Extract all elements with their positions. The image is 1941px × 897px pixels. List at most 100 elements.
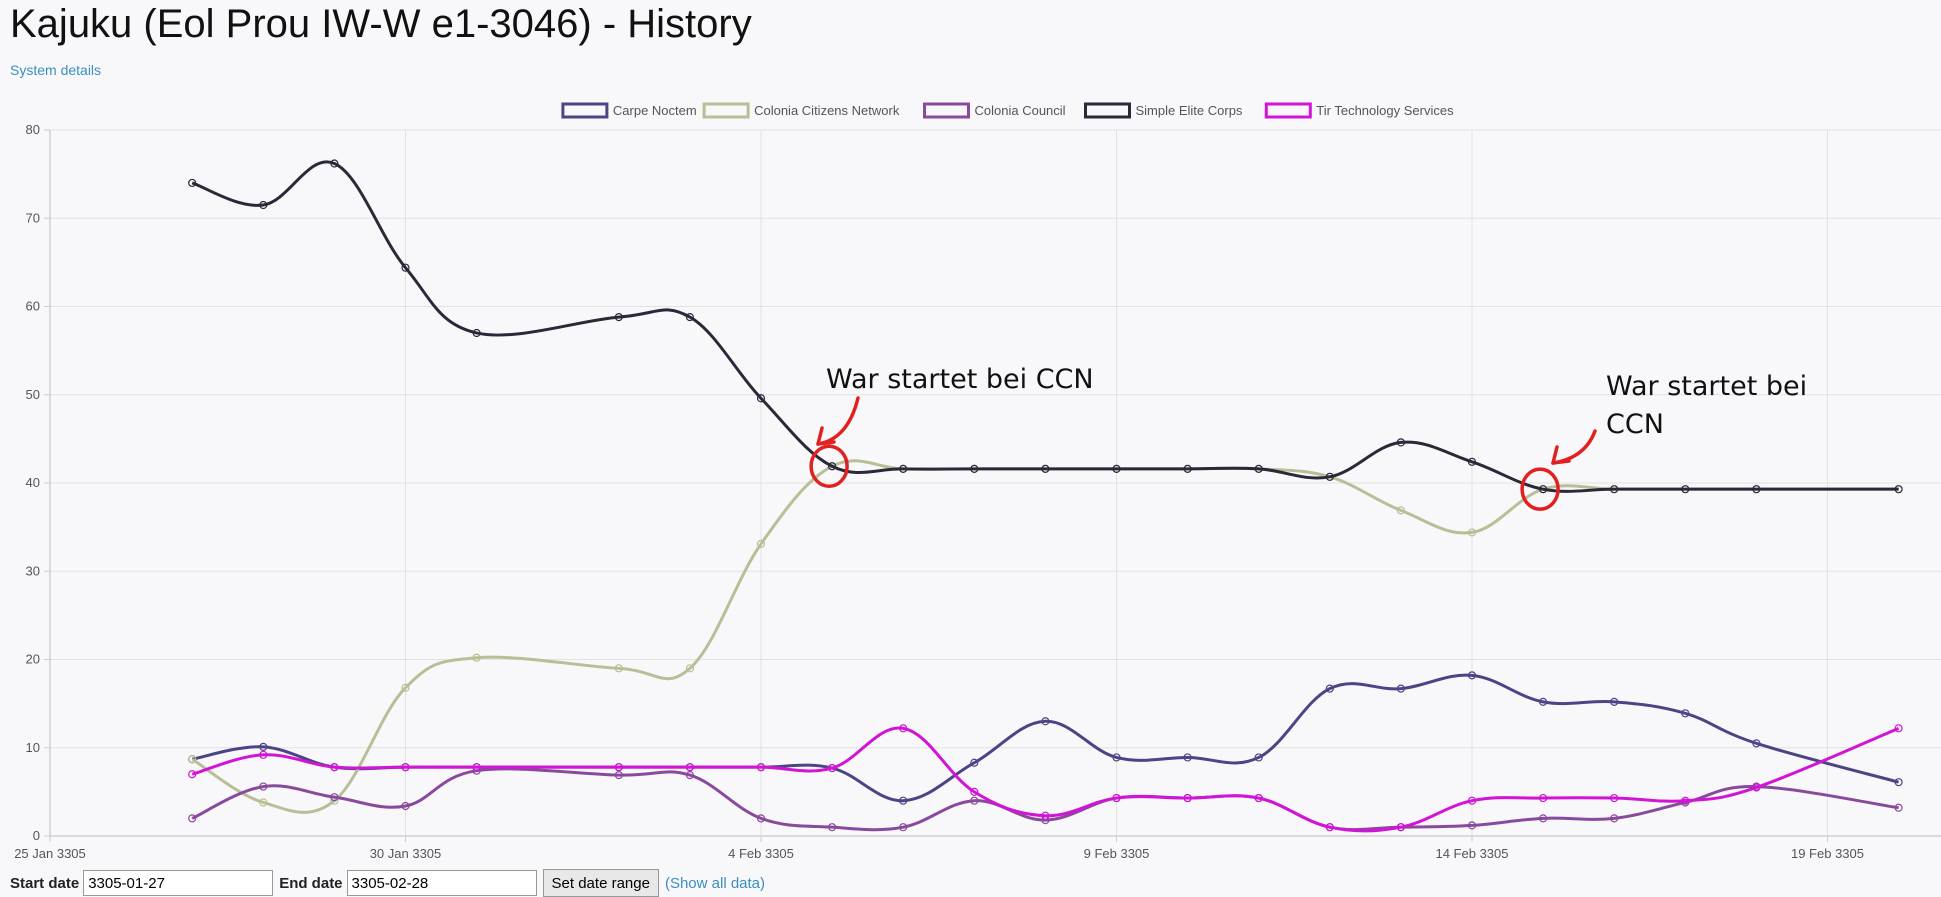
x-tick-label: 19 Feb 3305 xyxy=(1791,846,1864,861)
show-all-data-link[interactable]: (Show all data) xyxy=(664,874,766,892)
legend-label: Simple Elite Corps xyxy=(1136,103,1243,118)
y-tick-label: 50 xyxy=(26,387,40,402)
data-point xyxy=(899,724,908,733)
data-point xyxy=(1610,814,1619,823)
data-point xyxy=(401,263,410,272)
data-point xyxy=(1325,684,1334,693)
end-date-input[interactable] xyxy=(346,870,537,896)
legend-item[interactable]: Tir Technology Services xyxy=(1264,102,1454,119)
data-point xyxy=(1538,814,1548,823)
data-point xyxy=(614,763,623,772)
data-point xyxy=(899,823,908,832)
series-line xyxy=(191,459,1899,814)
data-point xyxy=(259,200,268,210)
legend-item[interactable]: Carpe Noctem xyxy=(561,102,697,119)
x-tick-label: 14 Feb 3305 xyxy=(1435,846,1508,861)
legend-label: Colonia Citizens Network xyxy=(754,103,900,118)
y-tick-label: 10 xyxy=(26,740,40,755)
chart-grid xyxy=(49,129,1941,837)
data-point xyxy=(970,758,979,767)
end-date-label: End date xyxy=(279,874,343,892)
data-point xyxy=(1894,724,1903,733)
data-point xyxy=(1538,697,1548,706)
data-point xyxy=(1396,823,1406,832)
data-point xyxy=(970,787,979,796)
data-point xyxy=(259,798,268,807)
data-point xyxy=(970,464,979,473)
data-point xyxy=(970,796,979,805)
data-point xyxy=(1752,739,1761,748)
data-point xyxy=(1254,753,1263,762)
data-point xyxy=(1681,796,1690,805)
annotation-arrow xyxy=(816,396,860,446)
series-line xyxy=(191,160,1899,493)
data-point xyxy=(756,763,766,772)
annotation-arrowhead xyxy=(816,426,836,446)
data-point xyxy=(1752,485,1761,494)
legend-item[interactable]: Colonia Council xyxy=(923,102,1066,119)
data-point xyxy=(685,312,695,322)
data-point xyxy=(1894,778,1903,787)
chart-axes: 0 10 20 30 40 50 60 70 80 25 Jan 3305 30 Jan 3305 4… xyxy=(14,122,1864,861)
legend-swatch xyxy=(702,102,750,119)
legend-label: Colonia Council xyxy=(975,103,1066,118)
data-point xyxy=(1041,811,1050,820)
annotation: War startet bei CCN xyxy=(809,364,1094,488)
data-point xyxy=(330,159,339,168)
legend-label: Carpe Noctem xyxy=(613,103,697,118)
legend-item[interactable]: Simple Elite Corps xyxy=(1084,102,1243,119)
legend-item[interactable]: Colonia Citizens Network xyxy=(702,102,900,119)
data-point xyxy=(685,763,695,772)
data-point xyxy=(614,771,623,780)
annotation-circle xyxy=(809,444,849,488)
y-tick-label: 60 xyxy=(26,299,40,314)
data-point xyxy=(188,755,197,764)
annotation-text: War startet bei CCN xyxy=(1606,371,1807,440)
data-point xyxy=(1112,464,1121,473)
data-point xyxy=(1183,753,1192,762)
legend-swatch xyxy=(923,102,970,119)
data-point xyxy=(827,763,837,773)
data-point xyxy=(899,464,908,473)
chart-legend[interactable]: Carpe Noctem Colonia Citizens Network Colo… xyxy=(561,102,1454,119)
data-point xyxy=(1112,753,1121,762)
set-date-range-button[interactable]: Set date range xyxy=(542,869,659,897)
chart-series xyxy=(188,159,1903,833)
annotation-arrow xyxy=(1551,429,1597,465)
system-details-link[interactable]: System details xyxy=(10,62,102,78)
data-point xyxy=(685,771,695,780)
data-point xyxy=(827,823,837,832)
data-point xyxy=(1183,793,1192,803)
data-point xyxy=(1254,793,1263,803)
series-line xyxy=(191,767,1899,832)
start-date-label: Start date xyxy=(10,874,80,892)
y-tick-label: 20 xyxy=(26,652,40,667)
data-point xyxy=(1467,671,1477,680)
start-date-input[interactable] xyxy=(83,870,274,896)
legend-label: Tir Technology Services xyxy=(1316,103,1454,118)
data-point xyxy=(1325,472,1334,481)
legend-swatch xyxy=(1084,102,1131,119)
data-point xyxy=(472,653,481,662)
legend-swatch xyxy=(1264,102,1312,119)
annotation: War startet bei CCN xyxy=(1520,371,1807,511)
date-range-controls: Start date End date Set date range (Show… xyxy=(10,869,765,897)
x-tick-label: 30 Jan 3305 xyxy=(370,846,442,861)
data-point xyxy=(1041,717,1050,726)
data-point xyxy=(1183,464,1192,473)
data-point xyxy=(1610,697,1619,706)
data-point xyxy=(330,793,339,802)
data-point xyxy=(1894,485,1903,494)
data-point xyxy=(1752,783,1761,792)
y-tick-label: 80 xyxy=(26,122,40,137)
data-point xyxy=(1325,823,1334,832)
data-point xyxy=(614,664,623,673)
data-point xyxy=(1538,485,1548,494)
data-point xyxy=(259,742,268,751)
annotation-arrowhead xyxy=(1551,445,1571,465)
data-point xyxy=(401,801,410,811)
data-point xyxy=(1396,438,1406,447)
y-tick-label: 70 xyxy=(26,210,40,225)
chart-annotations: War startet bei CCN War startet bei CCN xyxy=(809,364,1807,511)
data-point xyxy=(685,664,695,673)
